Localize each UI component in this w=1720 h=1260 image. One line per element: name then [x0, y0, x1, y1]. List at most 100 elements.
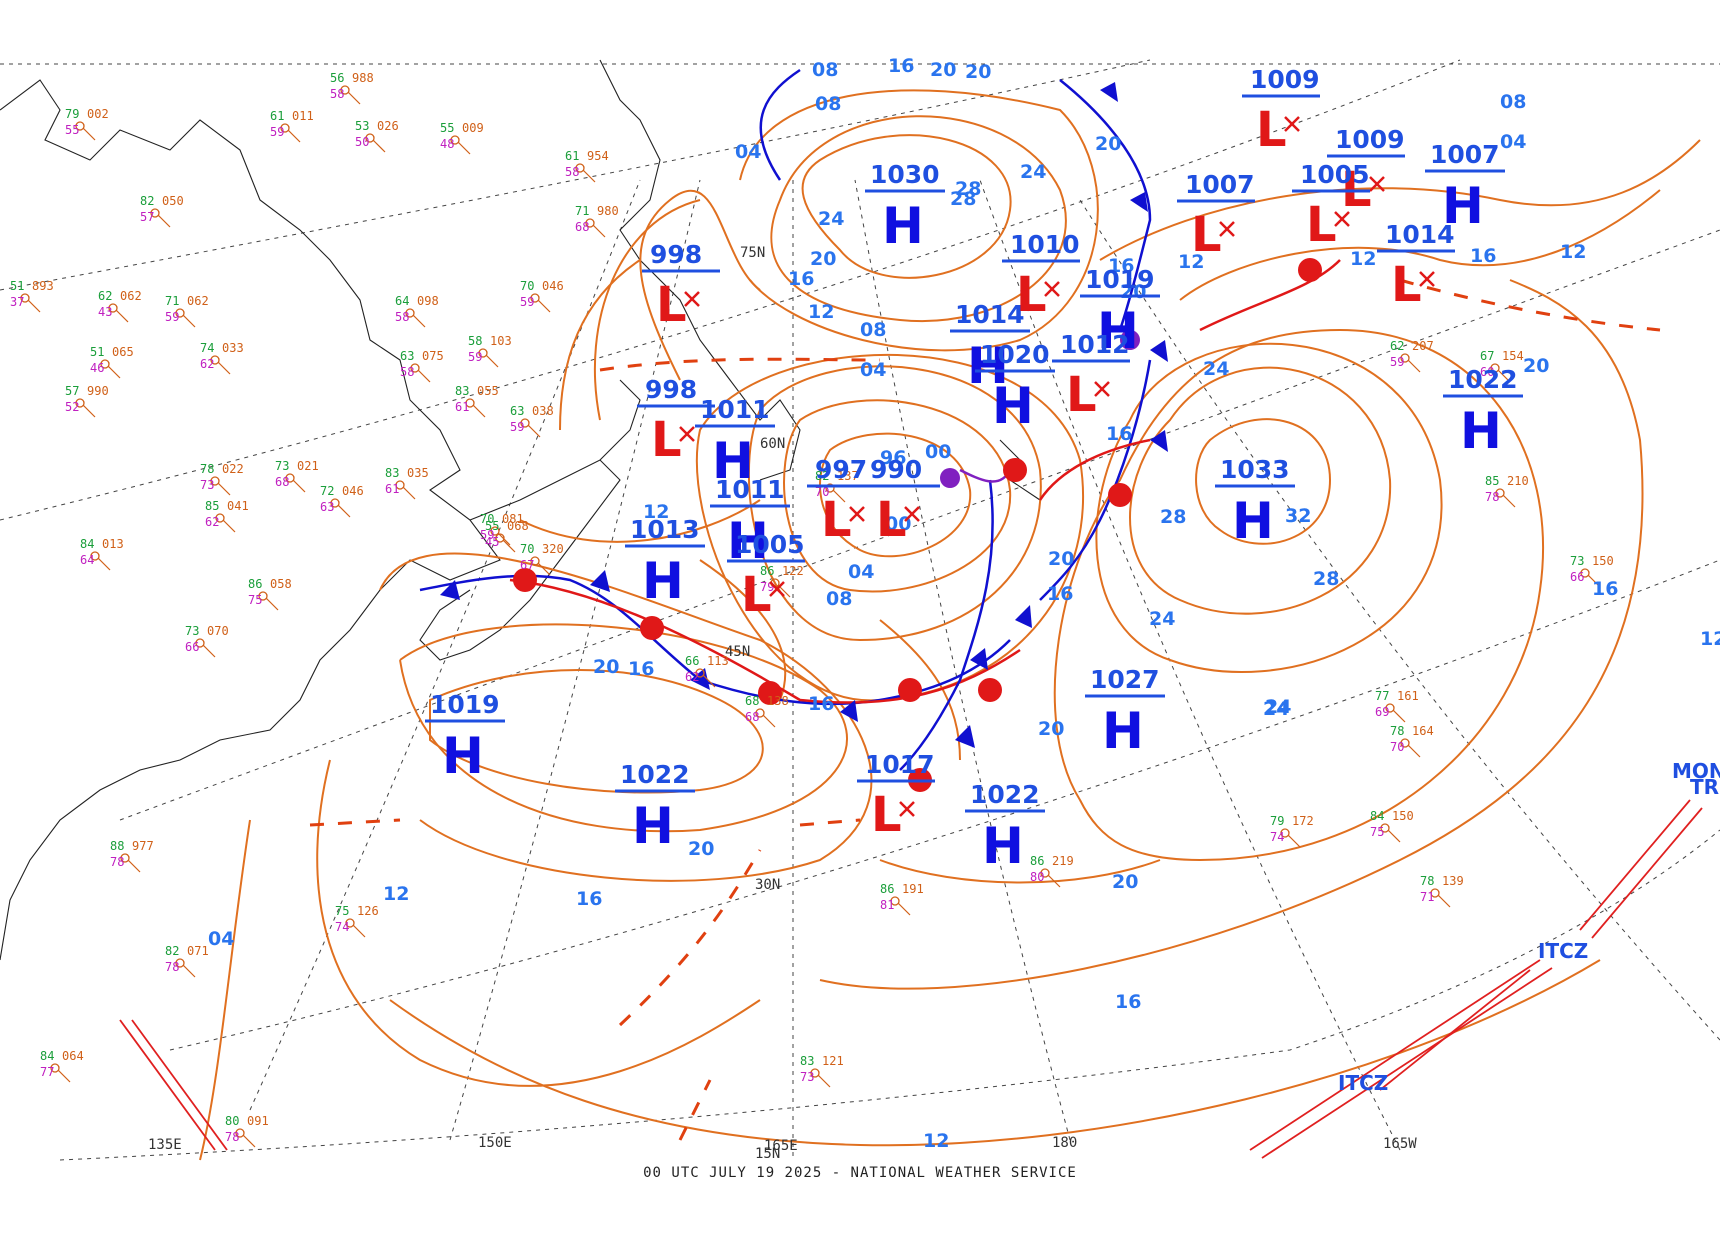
station-temperature: 55 [485, 519, 499, 533]
station-dewpoint: 58 [565, 165, 579, 179]
isobar-label: 16 [1047, 583, 1073, 605]
station-plot: 88 97778 [110, 839, 154, 872]
isobar-label: 20 [688, 838, 714, 860]
station-dewpoint: 62 [200, 357, 214, 371]
station-pressure: 219 [1052, 854, 1074, 868]
station-dewpoint: 68 [575, 220, 589, 234]
station-dewpoint: 69 [1375, 705, 1389, 719]
station-temperature: 58 [468, 334, 482, 348]
high-pressure-value: 1011 [700, 395, 770, 424]
station-dewpoint: 46 [90, 361, 104, 375]
wind-barb-icon [108, 366, 120, 378]
station-temperature: 62 [1390, 339, 1404, 353]
wind-barb-icon [593, 225, 605, 237]
monsoon-trough-label: TR [1690, 775, 1719, 799]
station-dewpoint: 81 [880, 898, 894, 912]
wind-barb-icon [373, 140, 385, 152]
station-plot: 78 16470 [1390, 724, 1434, 757]
station-pressure: 977 [132, 839, 154, 853]
wind-barb-icon [266, 598, 278, 610]
station-pressure: 071 [187, 944, 209, 958]
low-pressure-center: L [876, 492, 907, 548]
station-temperature: 73 [1570, 554, 1584, 568]
station-temperature: 80 [225, 1114, 239, 1128]
low-pressure-center: L [741, 567, 772, 623]
itcz-label: ITCZ [1538, 939, 1588, 963]
station-temperature: 73 [185, 624, 199, 638]
wind-barb-icon [763, 715, 775, 727]
station-plot: 58 10359 [468, 334, 512, 367]
isobar-label: 24 [1149, 608, 1175, 630]
station-pressure: 121 [822, 1054, 844, 1068]
station-pressure: 026 [377, 119, 399, 133]
wind-barb-icon [223, 520, 235, 532]
station-dewpoint: 61 [455, 400, 469, 414]
station-pressure: 062 [187, 294, 209, 308]
station-plot: 62 062 43 [98, 289, 142, 322]
station-pressure: 046 [342, 484, 364, 498]
station-temperature: 79 [1270, 814, 1284, 828]
wind-barb-icon [418, 370, 430, 382]
warm-front-pip [640, 616, 664, 640]
high-pressure-value: 1027 [1090, 665, 1160, 694]
station-plot: 84 15075 [1370, 809, 1414, 842]
wind-barb-icon [528, 425, 540, 437]
isobar-label: 28 [1160, 506, 1186, 528]
wind-barb-icon [28, 300, 40, 312]
wind-barb-icon [288, 130, 300, 142]
station-temperature: 64 [395, 294, 409, 308]
isobar-label: 16 [788, 268, 814, 290]
station-plot: 83 12173 [800, 1054, 844, 1087]
high-pressure-center: H [1232, 492, 1274, 550]
station-pressure: 058 [270, 577, 292, 591]
station-dewpoint: 70 [1390, 740, 1404, 754]
high-pressure-center: H [992, 377, 1034, 435]
station-plot: 53 02650 [355, 119, 399, 152]
high-pressure-value: 1007 [1430, 140, 1500, 169]
isobar-label: 04 [848, 561, 874, 583]
low-pressure-center: L [656, 277, 687, 333]
station-temperature: 82 [140, 194, 154, 208]
isobar-label: 24 [818, 208, 844, 230]
station-dewpoint: 59 [520, 295, 534, 309]
isobar-label: 20 [1095, 133, 1121, 155]
station-dewpoint: 62 [205, 515, 219, 529]
station-temperature: 85 [1485, 474, 1499, 488]
lat-label-75n: 75N [740, 245, 765, 261]
station-temperature: 67 [1480, 349, 1494, 363]
itcz-bands [120, 800, 1702, 1158]
station-plot: 62 207 59 [1390, 339, 1434, 372]
wind-barb-icon [353, 925, 365, 937]
station-plot: 78 13971 [1420, 874, 1464, 907]
warm-front-pip [1108, 483, 1132, 507]
station-plot: 71 98068 [575, 204, 619, 237]
wind-barb-icon [83, 405, 95, 417]
high-pressure-value: 1033 [1220, 455, 1290, 484]
station-dewpoint: 50 [355, 135, 369, 149]
low-pressure-center: L [821, 492, 852, 548]
isobar-label: 20 [593, 656, 619, 678]
isobar-label: 12 [1700, 628, 1720, 650]
chart-footer: 00 UTC JULY 19 2025 - NATIONAL WEATHER S… [0, 1165, 1720, 1181]
station-dewpoint: 78 [225, 1130, 239, 1144]
station-dewpoint: 48 [440, 137, 454, 151]
station-plot: 83 03561 [385, 466, 429, 499]
station-plot: 77 16169 [1375, 689, 1419, 722]
station-plot: 61 01159 [270, 109, 314, 142]
isobar-label: 28 [1313, 568, 1339, 590]
station-dewpoint: 63 [320, 500, 334, 514]
station-pressure: 033 [222, 341, 244, 355]
station-dewpoint: 45 [485, 535, 499, 549]
station-plot: 61 95458 [565, 149, 609, 182]
station-pressure: 075 [422, 349, 444, 363]
isobar-label: 24 [1263, 698, 1289, 720]
wind-barb-icon [243, 1135, 255, 1147]
station-pressure: 320 [542, 542, 564, 556]
isobar-label: 04 [735, 141, 761, 163]
low-pressure-center: L [871, 787, 902, 843]
station-plot: 78 022 73 [200, 462, 244, 495]
station-plot: 79 17274 [1270, 814, 1314, 847]
station-dewpoint: 58 [395, 310, 409, 324]
low-pressure-value: 1012 [1060, 330, 1130, 359]
wind-barb-icon [183, 965, 195, 977]
